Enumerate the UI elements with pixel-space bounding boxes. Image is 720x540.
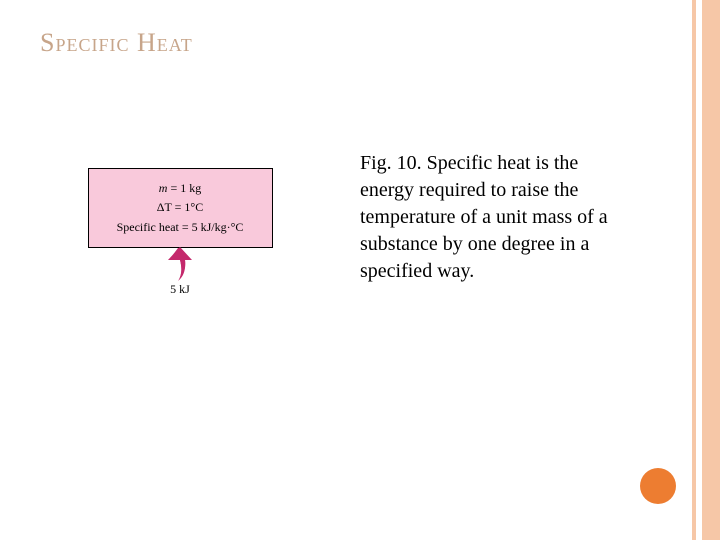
slide-border-thick [702,0,720,540]
caption-column: Fig. 10. Specific heat is the energy req… [360,150,660,285]
figure-caption: Fig. 10. Specific heat is the energy req… [360,150,630,285]
diagram-deltaT-line: ΔT = 1°C [157,198,203,217]
accent-circle-icon [640,468,676,504]
page-title: Specific Heat [40,28,193,58]
energy-arrow [167,246,193,282]
figure-column: m = 1 kg ΔT = 1°C Specific heat = 5 kJ/k… [0,150,360,297]
specific-heat-diagram-box: m = 1 kg ΔT = 1°C Specific heat = 5 kJ/k… [88,168,273,248]
energy-value-label: 5 kJ [170,282,190,297]
content-row: m = 1 kg ΔT = 1°C Specific heat = 5 kJ/k… [0,150,680,297]
slide-border-thin [692,0,696,540]
diagram-specificheat-line: Specific heat = 5 kJ/kg·°C [117,218,244,237]
diagram-mass-line: m = 1 kg [159,179,201,198]
